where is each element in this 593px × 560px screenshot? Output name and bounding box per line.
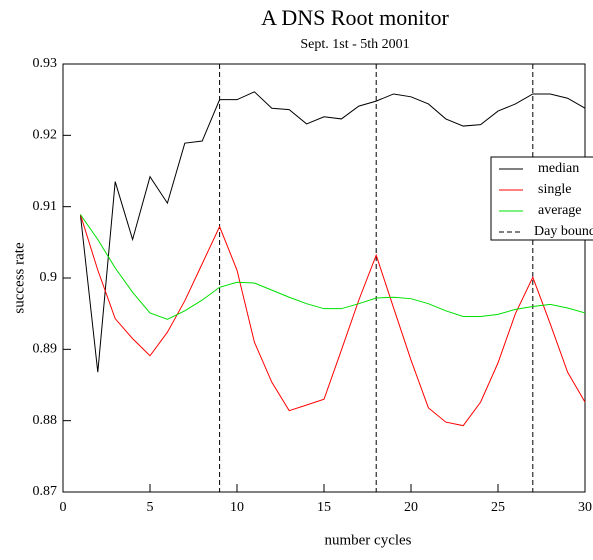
legend-label: Day boundary: [534, 224, 593, 239]
x-tick-label: 20: [404, 500, 418, 515]
chart-subtitle: Sept. 1st - 5th 2001: [300, 37, 409, 52]
legend-label: median: [538, 161, 579, 176]
x-tick-label: 30: [578, 500, 592, 515]
legend-box: [490, 156, 593, 241]
y-tick-label: 0.87: [33, 484, 58, 499]
legend-label: single: [538, 182, 571, 197]
plot-frame: [62, 63, 586, 493]
x-axis-label: number cycles: [324, 532, 411, 548]
series-line: [79, 214, 586, 427]
x-tick-label: 10: [230, 500, 244, 515]
x-tick-label: 25: [491, 500, 505, 515]
y-tick-label: 0.88: [33, 413, 58, 428]
x-tick-label: 5: [147, 500, 154, 515]
y-axis-label: success rate: [11, 242, 27, 314]
series-line: [79, 91, 586, 373]
series-line: [79, 214, 586, 320]
y-tick-label: 0.93: [33, 56, 58, 71]
chart-title: A DNS Root monitor: [261, 5, 449, 30]
y-tick-label: 0.92: [33, 128, 58, 143]
x-tick-label: 0: [60, 500, 67, 515]
y-tick-label: 0.91: [33, 199, 58, 214]
x-tick-label: 15: [317, 500, 331, 515]
y-tick-label: 0.89: [33, 342, 58, 357]
y-tick-label: 0.9: [40, 270, 58, 285]
legend-label: average: [538, 203, 582, 218]
